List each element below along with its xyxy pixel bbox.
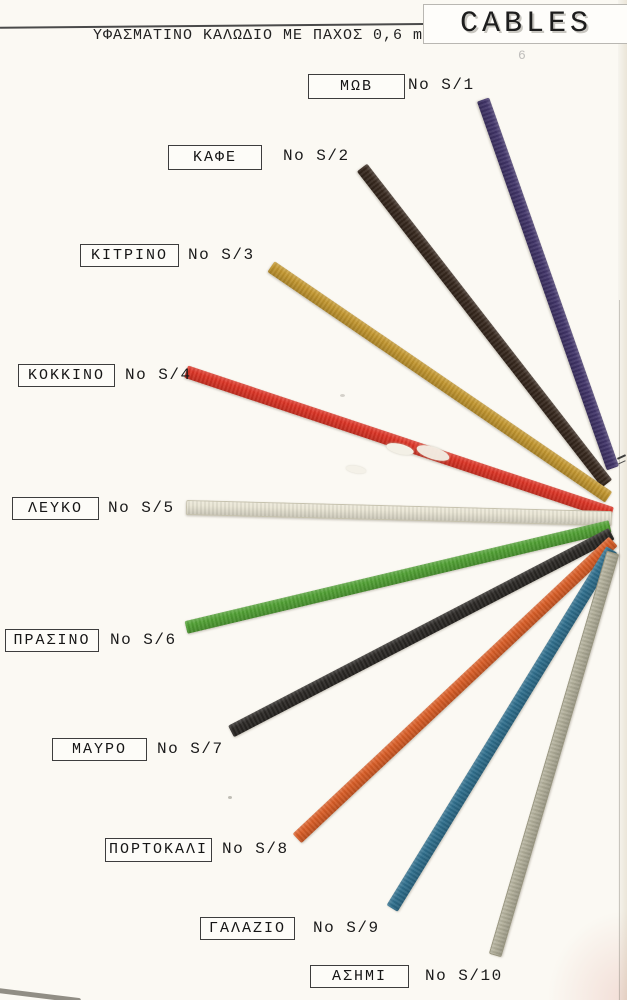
code-label-kokkino: No S/4 <box>125 366 192 384</box>
cable-kitrino <box>267 260 613 503</box>
cable-asimi <box>488 550 620 957</box>
color-label-kitrino: ΚΙΤΡΙΝΟ <box>80 244 179 267</box>
color-label-kokkino: ΚΟΚΚΙΝΟ <box>18 364 115 387</box>
scan-corner-tint <box>547 910 627 1000</box>
color-label-mayro: ΜΑΥΡΟ <box>52 738 147 761</box>
cable-leyko <box>185 499 613 526</box>
correction-smudge <box>345 464 367 475</box>
page-title: CABLES <box>459 7 593 41</box>
dust-speck <box>340 394 345 397</box>
code-label-portokali: No S/8 <box>222 840 289 858</box>
color-label-portokali: ΠΟΡΤΟΚΑΛΙ <box>105 838 212 862</box>
color-label-leyko: ΛΕΥΚΟ <box>12 497 99 520</box>
color-label-galazio: ΓΑΛΑΖΙΟ <box>200 917 295 940</box>
code-label-mov: No S/1 <box>408 76 475 94</box>
title-box: CABLES <box>423 4 627 44</box>
code-label-prasino: No S/6 <box>110 631 177 649</box>
code-label-galazio: No S/9 <box>313 919 380 937</box>
color-label-prasino: ΠΡΑΣΙΝΟ <box>5 629 99 652</box>
code-label-asimi: No S/10 <box>425 967 503 985</box>
color-label-kafe: ΚΑΦΕ <box>168 145 262 170</box>
color-label-mov: ΜΩΒ <box>308 74 405 99</box>
page-subtitle: ΥΦΑΣΜΑΤΙΝΟ ΚΑΛΩΔΙΟ ΜΕ ΠΑΧΟΣ 0,6 mm <box>93 27 434 44</box>
pencil-mark: 6 <box>518 48 526 63</box>
scan-bottom-streak <box>0 987 81 1000</box>
dust-speck <box>228 796 232 799</box>
code-label-kitrino: No S/3 <box>188 246 255 264</box>
code-label-leyko: No S/5 <box>108 499 175 517</box>
code-label-kafe: No S/2 <box>283 147 350 165</box>
scan-edge-line <box>619 300 620 1000</box>
scan-edge-strip <box>618 0 627 1000</box>
code-label-mayro: No S/7 <box>157 740 224 758</box>
color-label-asimi: ΑΣΗΜΙ <box>310 965 409 988</box>
cable-kokkino <box>183 364 615 520</box>
cable-prasino <box>184 519 612 634</box>
